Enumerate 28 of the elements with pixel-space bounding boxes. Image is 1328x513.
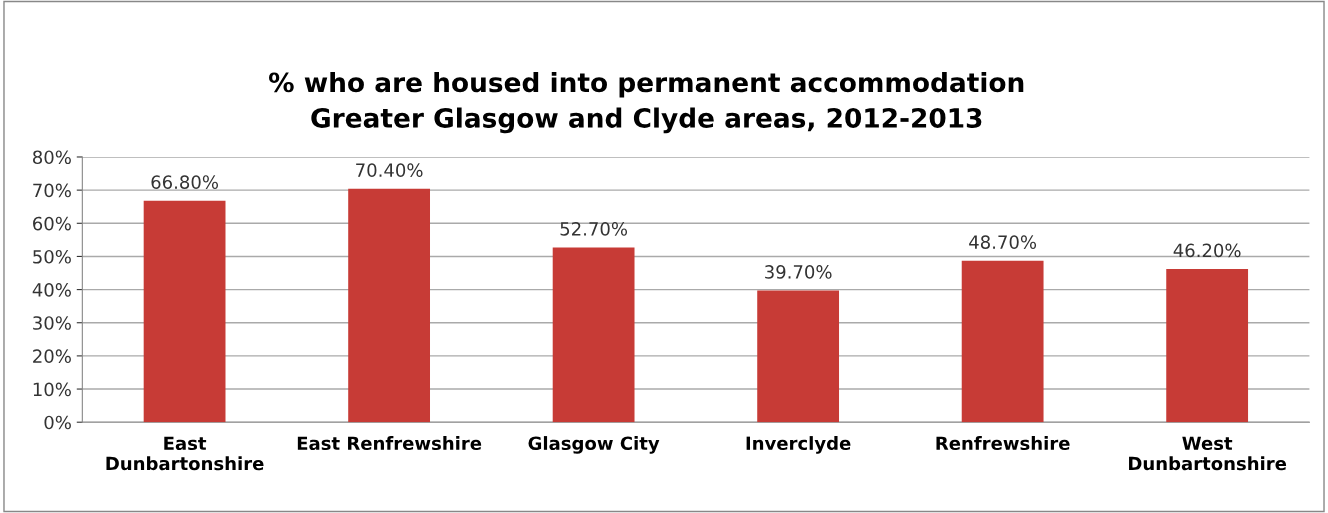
bar — [143, 200, 226, 423]
data-label: 70.40% — [356, 163, 423, 177]
x-tick-label: Renfrewshire — [936, 436, 1070, 451]
chart-title: % who are housed into permanent accommodation Greater Glasgow and Clyde areas, 2012-2013 — [269, 71, 1024, 134]
x-tick-label: East Renfrewshire — [297, 436, 482, 451]
y-tick-label: 20% — [33, 349, 71, 364]
x-tick-label: West Dunbartonshire — [1129, 436, 1287, 471]
y-tick-label: 80% — [33, 150, 71, 165]
y-tick-label: 40% — [32, 283, 71, 297]
y-tick-label: 0% — [44, 415, 71, 430]
x-tick-label: Glasgow City — [528, 436, 660, 454]
x-tick-label: Inverclyde — [746, 436, 851, 454]
y-tick-label: 50% — [33, 249, 71, 264]
bar — [1166, 269, 1249, 423]
bar — [757, 290, 840, 423]
data-label: 46.20% — [1173, 243, 1241, 258]
bar — [348, 188, 431, 423]
data-label: 48.70% — [969, 235, 1037, 249]
bar — [552, 247, 635, 423]
data-label: 66.80% — [151, 175, 219, 189]
data-label: 39.70% — [765, 265, 832, 279]
y-tick-label: 60% — [33, 216, 71, 231]
x-tick-label: East Dunbartonshire — [106, 436, 264, 471]
y-tick-label: 10% — [33, 382, 71, 397]
y-tick-label: 70% — [33, 183, 71, 198]
bar — [961, 260, 1044, 423]
data-label: 52.70% — [560, 222, 628, 236]
y-tick-label: 30% — [33, 316, 71, 330]
